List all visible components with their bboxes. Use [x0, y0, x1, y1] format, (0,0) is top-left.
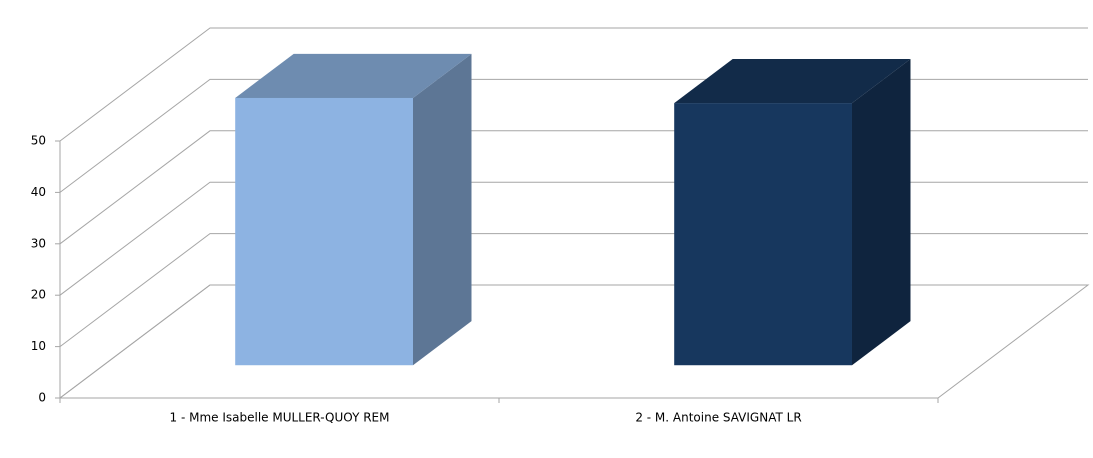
x-tick-label: 2 - M. Antoine SAVIGNAT LR [635, 411, 801, 425]
grid-line [59, 78, 1088, 193]
y-tick-label: 10 [31, 339, 46, 353]
grid-line [59, 284, 1088, 399]
x-tick-label: 1 - Mme Isabelle MULLER-QUOY REM [170, 411, 390, 425]
floor [58, 284, 1090, 399]
y-tick-label: 0 [38, 391, 46, 405]
y-tick-label: 50 [31, 134, 46, 148]
bar-top [235, 53, 472, 98]
bar [674, 103, 852, 366]
grid-line [59, 181, 1088, 296]
y-tick-label: 40 [31, 185, 46, 199]
grid-line [59, 27, 1088, 142]
bar [235, 97, 413, 366]
y-tick-label: 30 [31, 236, 46, 250]
bar-top [674, 59, 911, 104]
bar-side [412, 53, 472, 366]
bar-side [851, 59, 911, 366]
grid-line [59, 130, 1088, 245]
grid-line [59, 233, 1088, 347]
y-tick-label: 20 [31, 288, 46, 302]
